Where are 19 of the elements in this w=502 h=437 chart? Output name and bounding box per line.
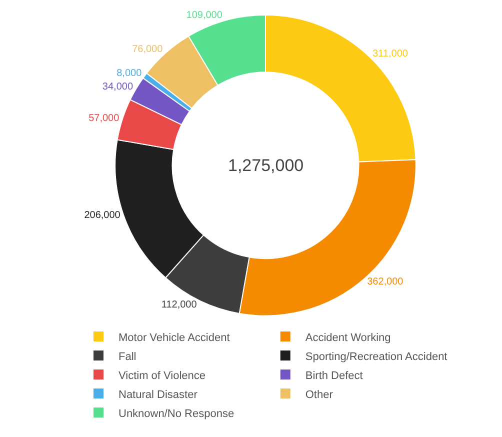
text: 1,275,000 (228, 156, 304, 175)
legend-label: Other (305, 388, 334, 401)
data-label: 112,000 (161, 300, 198, 311)
data-label: 76,000 (132, 44, 164, 56)
legend-label: Unknown/No Response (118, 408, 234, 420)
legend-label: Accident Working (305, 332, 391, 344)
legend-label: Natural Disaster (118, 388, 198, 401)
legend-label: Birth Defect (305, 370, 363, 382)
data-label: 57,000 (88, 113, 120, 124)
data-label: 311,000 (372, 48, 408, 60)
data-label: 8,000 (116, 68, 142, 80)
legend-label: Victim of Violence (118, 370, 206, 382)
legend-label: Fall (118, 350, 136, 363)
data-label: 34,000 (102, 82, 134, 93)
legend-label: Sporting/Recreation Accident (305, 350, 448, 363)
data-label: 362,000 (367, 276, 404, 288)
data-label: 109,000 (186, 10, 223, 21)
data-label: 206,000 (84, 210, 121, 222)
legend-label: Motor Vehicle Accident (118, 332, 230, 344)
